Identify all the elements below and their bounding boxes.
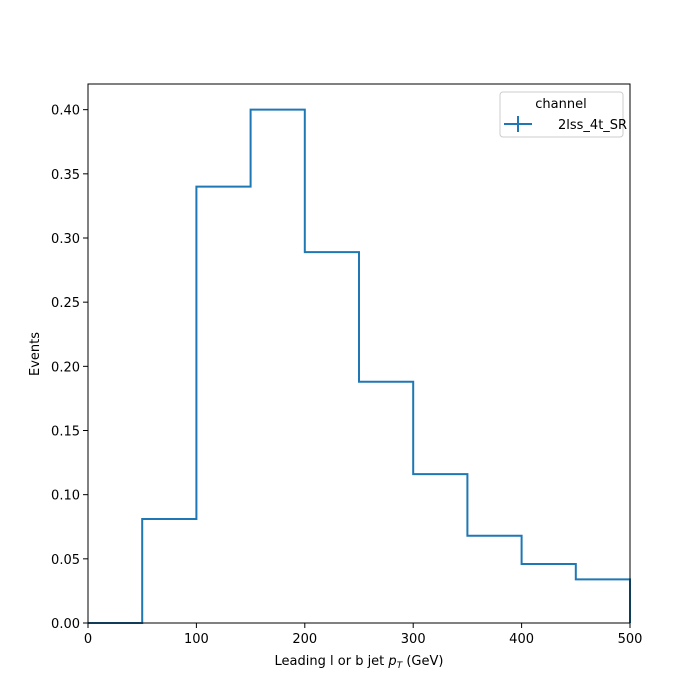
- series-step-line: [88, 108, 631, 624]
- y-axis-label: Events: [28, 332, 43, 376]
- y-tick-label: 0.15: [51, 425, 80, 440]
- y-tick-label: 0.05: [51, 553, 80, 568]
- legend-series-label: 2lss_4t_SR: [558, 118, 627, 133]
- x-tick-label: 200: [292, 632, 317, 647]
- axes-frame: [87, 83, 631, 624]
- y-tick-label: 0.20: [51, 360, 80, 375]
- x-axis-ticks: 0 100 200 300 400 500: [84, 623, 643, 647]
- x-axis-label: Leading l or b jet pT (GeV): [275, 654, 444, 671]
- legend-title: channel: [535, 97, 586, 112]
- legend-box: [499, 91, 624, 138]
- x-tick-label: 0: [84, 632, 92, 647]
- legend: channel 2lss_4t_SR: [499, 91, 627, 138]
- x-tick-label: 100: [184, 632, 209, 647]
- y-tick-label: 0.40: [51, 104, 80, 119]
- plot-area: [87, 83, 631, 624]
- y-tick-label: 0.10: [51, 489, 80, 504]
- y-tick-label: 0.00: [51, 617, 80, 632]
- x-tick-label: 400: [509, 632, 534, 647]
- y-tick-label: 0.30: [51, 232, 80, 247]
- x-tick-label: 300: [401, 632, 426, 647]
- y-axis-ticks: 0.00 0.05 0.10 0.15 0.20 0.25 0.30 0.35 0.40: [51, 104, 88, 632]
- y-tick-label: 0.35: [51, 168, 80, 183]
- x-tick-label: 500: [618, 632, 643, 647]
- y-tick-label: 0.25: [51, 296, 80, 311]
